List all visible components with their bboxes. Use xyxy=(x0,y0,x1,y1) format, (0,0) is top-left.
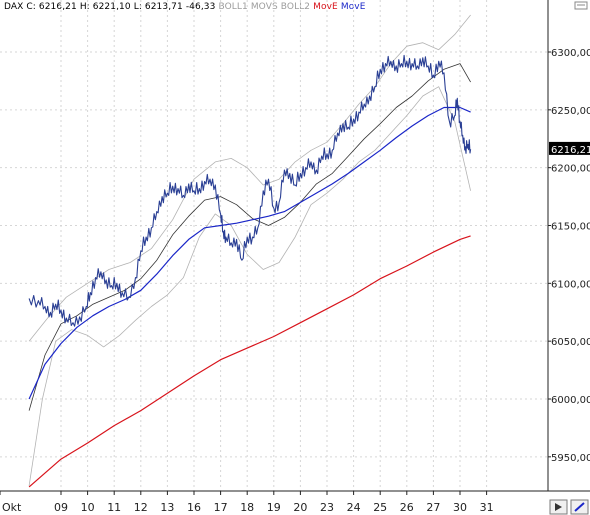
x-tick-label: 30 xyxy=(453,501,467,514)
scroll-right-icon xyxy=(555,503,562,511)
legend-instrument: DAX xyxy=(4,2,24,12)
series-line-boll-upper xyxy=(28,14,471,342)
x-tick-label: 23 xyxy=(320,501,334,514)
x-tick-label: 09 xyxy=(54,501,68,514)
legend-low: L: 6213,71 xyxy=(133,2,183,12)
x-tick-label: 13 xyxy=(160,501,174,514)
x-tick-label: 16 xyxy=(187,501,201,514)
scroll-right-button[interactable] xyxy=(549,499,568,515)
y-tick-label: 6050,00 xyxy=(551,337,590,348)
y-tick-label: 6150,00 xyxy=(551,222,590,233)
series-line-move-blue xyxy=(28,106,471,400)
x-axis: Okt 09 10 11 12 13 16 17 18 19 20 23 24 25 26 27 30 31 xyxy=(0,491,494,514)
draw-line-icon xyxy=(574,502,585,512)
series-line-move-red xyxy=(28,235,471,488)
series-line-boll-lower xyxy=(28,86,471,486)
x-tick-label: 12 xyxy=(134,501,148,514)
legend-boll2: BOLL2 xyxy=(280,2,311,12)
axis-layer xyxy=(0,0,590,492)
x-tick-label: 10 xyxy=(81,501,95,514)
y-tick-label: 6100,00 xyxy=(551,279,590,290)
legend-movs: MOVS xyxy=(250,2,278,12)
y-axis: 5950,00 6000,00 6050,00 6100,00 6150,00 6200,… xyxy=(548,48,590,464)
x-tick-label: 19 xyxy=(267,501,281,514)
y-tick-label: 6200,00 xyxy=(551,164,590,175)
y-tick-label: 6000,00 xyxy=(551,395,590,406)
series-line-movs xyxy=(28,63,471,411)
draw-tool-button[interactable] xyxy=(570,499,589,515)
x-tick-label: 24 xyxy=(347,501,361,514)
x-tick-label: 11 xyxy=(107,501,121,514)
x-tick-label: 25 xyxy=(373,501,387,514)
grid xyxy=(0,0,548,491)
x-tick-label: 26 xyxy=(400,501,414,514)
x-tick-label: 20 xyxy=(293,501,307,514)
legend-close: C: 6216,21 xyxy=(26,2,77,12)
x-tick-label: 18 xyxy=(240,501,254,514)
x-tick-label: 31 xyxy=(480,501,494,514)
legend-change: -46,33 xyxy=(185,2,216,12)
series-layer xyxy=(28,14,472,488)
legend-move-red: MovE xyxy=(313,2,338,12)
x-tick-label: Okt xyxy=(2,501,22,514)
last-price-box xyxy=(549,141,590,155)
legend-high: H: 6221,10 xyxy=(79,2,131,12)
y-tick-label: 5950,00 xyxy=(551,453,590,464)
series-line-price xyxy=(28,54,472,327)
y-tick-label: 6250,00 xyxy=(551,106,590,117)
last-price-label: 6216,21 xyxy=(551,145,590,156)
y-tick-label: 6300,00 xyxy=(551,48,590,59)
last-price-marker: 6216,21 xyxy=(549,141,590,156)
x-tick-label: 27 xyxy=(426,501,440,514)
x-tick-label: 17 xyxy=(214,501,228,514)
corner-menu-icon[interactable] xyxy=(574,1,588,10)
legend-boll1: BOLL1 xyxy=(218,2,248,12)
